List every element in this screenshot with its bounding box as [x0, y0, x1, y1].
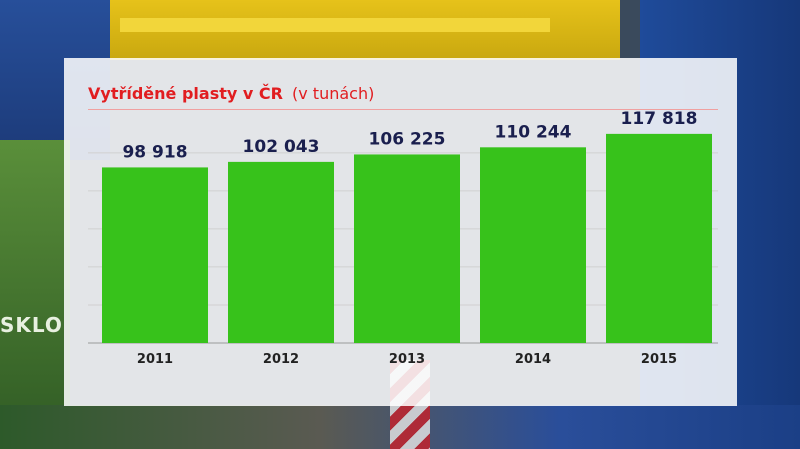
- data-label-2014: 110 244: [495, 122, 572, 142]
- title-divider: [88, 109, 718, 110]
- x-tick-label-2012: 2012: [263, 352, 299, 367]
- x-tick-label-2011: 2011: [137, 352, 173, 367]
- chart-panel: Vytříděné plasty v ČR (v tunách) 98 918 2…: [64, 58, 737, 406]
- data-label-2011: 98 918: [122, 142, 187, 162]
- bar-2013: [354, 154, 460, 343]
- data-label-2012: 102 043: [243, 137, 320, 157]
- bar-2015: [606, 133, 712, 343]
- bar-chart: 98 918 2011 102 043 2012 106 225 2013 110 244 2…: [88, 109, 718, 367]
- bar-2014: [480, 147, 586, 343]
- data-label-2015: 117 818: [621, 109, 698, 129]
- x-tick-label-2013: 2013: [389, 352, 425, 367]
- chart-title: Vytříděné plasty v ČR: [88, 84, 283, 103]
- chart-subtitle: (v tunách): [292, 84, 375, 103]
- bar-2011: [102, 167, 208, 343]
- yellow-bin-lid: [120, 18, 550, 32]
- green-bin: [0, 140, 70, 449]
- x-tick-label-2015: 2015: [641, 352, 677, 367]
- bar-2012: [228, 161, 334, 343]
- sklo-bin-label: SKLO: [0, 313, 63, 337]
- data-label-2013: 106 225: [369, 129, 446, 149]
- x-tick-label-2014: 2014: [515, 352, 551, 367]
